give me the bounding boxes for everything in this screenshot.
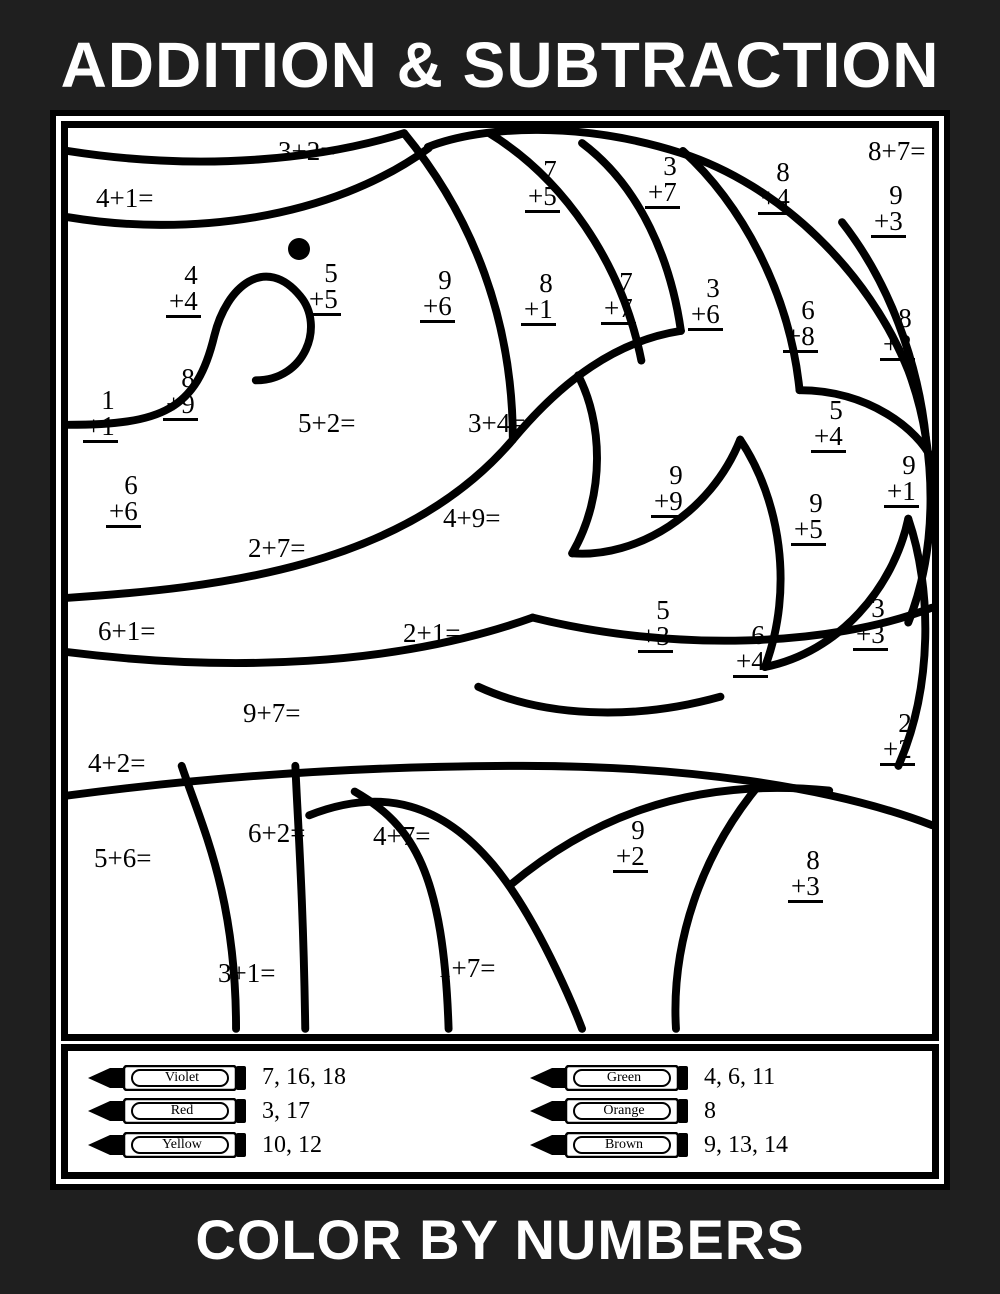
crayon-label: Yellow: [132, 1132, 232, 1158]
crayon-icon: Red: [88, 1098, 248, 1124]
math-problem: 9+2: [613, 818, 648, 873]
math-problem: 2+7=: [248, 533, 305, 564]
legend-values: 9, 13, 14: [704, 1132, 788, 1159]
math-problem: 3+6: [688, 276, 723, 331]
crayon-icon: Brown: [530, 1132, 690, 1158]
crayon-label: Green: [574, 1065, 674, 1091]
math-problem: 8+4: [758, 160, 793, 215]
legend-row: Red 3, 17: [88, 1098, 470, 1125]
math-problem: 8+2: [880, 306, 915, 361]
color-legend: Violet 7, 16, 18 Red 3, 17 Yellow 10, 12 Gree…: [61, 1044, 939, 1179]
math-problem: 1+7=: [438, 953, 495, 984]
crayon-icon: Orange: [530, 1098, 690, 1124]
coloring-artbox: 3+2= 8+7= 4+1= 7+5 3+7 8+4 9+3 4+4 5+5 9+6 8+1 7+7 3…: [61, 121, 939, 1041]
math-problem: 9+6: [420, 268, 455, 323]
math-problem: 5+5: [306, 261, 341, 316]
math-problem: 4+2=: [88, 748, 145, 779]
math-problem: 5+2=: [298, 408, 355, 439]
math-problem: 2+2: [880, 711, 915, 766]
crayon-label: Red: [132, 1098, 232, 1124]
math-problem: 3+1=: [218, 958, 275, 989]
math-problem: 3+2=: [278, 136, 335, 167]
math-problem: 8+7=: [868, 136, 925, 167]
math-problem: 6+2=: [248, 818, 305, 849]
math-problem: 1+1: [83, 388, 118, 443]
legend-values: 4, 6, 11: [704, 1064, 775, 1091]
math-problem: 9+7=: [243, 698, 300, 729]
math-problem: 4+7=: [373, 821, 430, 852]
legend-values: 7, 16, 18: [262, 1064, 346, 1091]
page-footer: COLOR BY NUMBERS: [0, 1207, 1000, 1272]
crayon-label: Orange: [574, 1098, 674, 1124]
crayon-label: Brown: [574, 1132, 674, 1158]
math-problem: 4+1=: [96, 183, 153, 214]
crayon-label: Violet: [132, 1065, 232, 1091]
math-problem: 6+6: [106, 473, 141, 528]
math-problem: 3+7: [645, 154, 680, 209]
math-problem: 8+3: [788, 848, 823, 903]
legend-values: 10, 12: [262, 1132, 322, 1159]
math-problem: 2+1=: [403, 618, 460, 649]
math-problem: 9+5: [791, 491, 826, 546]
math-problem: 6+1=: [98, 616, 155, 647]
worksheet-sheet: 3+2= 8+7= 4+1= 7+5 3+7 8+4 9+3 4+4 5+5 9+6 8+1 7+7 3…: [50, 110, 950, 1190]
math-problem: 7+7: [601, 270, 636, 325]
math-problem: 9+3: [871, 183, 906, 238]
legend-values: 3, 17: [262, 1098, 310, 1125]
crayon-icon: Yellow: [88, 1132, 248, 1158]
math-problem: 9+1: [884, 453, 919, 508]
math-problem: 6+4: [733, 623, 768, 678]
legend-values: 8: [704, 1098, 716, 1125]
math-problem: 7+5: [525, 158, 560, 213]
math-problem: 3+4=: [468, 408, 525, 439]
crayon-icon: Green: [530, 1065, 690, 1091]
legend-row: Orange 8: [530, 1098, 912, 1125]
math-problem: 4+9=: [443, 503, 500, 534]
math-problem: 4+4: [166, 263, 201, 318]
turkey-eye: [288, 238, 310, 260]
math-problem: 9+9: [651, 463, 686, 518]
math-problem: 6+8: [783, 298, 818, 353]
math-problem: 8+1: [521, 271, 556, 326]
legend-row: Yellow 10, 12: [88, 1132, 470, 1159]
math-problem: 8+9: [163, 366, 198, 421]
math-problem: 5+6=: [94, 843, 151, 874]
page-title: ADDITION & SUBTRACTION: [0, 28, 1000, 102]
math-problem: 3+3: [853, 596, 888, 651]
legend-row: Green 4, 6, 11: [530, 1064, 912, 1091]
math-problem: 5+4: [811, 398, 846, 453]
legend-row: Brown 9, 13, 14: [530, 1132, 912, 1159]
crayon-icon: Violet: [88, 1065, 248, 1091]
math-problem: 5+3: [638, 598, 673, 653]
legend-row: Violet 7, 16, 18: [88, 1064, 470, 1091]
